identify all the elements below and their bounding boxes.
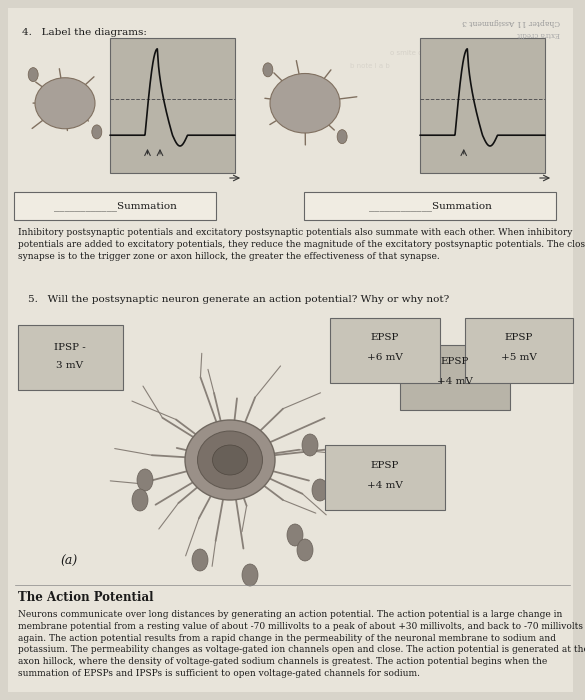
Bar — [400, 345, 510, 410]
Text: ____________Summation: ____________Summation — [54, 201, 177, 211]
Ellipse shape — [312, 479, 328, 501]
Bar — [18, 325, 123, 390]
Ellipse shape — [297, 539, 313, 561]
Text: EPSP: EPSP — [371, 461, 399, 470]
Text: IPSP -: IPSP - — [54, 344, 86, 353]
Text: +5 mV: +5 mV — [501, 354, 537, 363]
Ellipse shape — [132, 489, 148, 511]
Text: ____________Summation: ____________Summation — [369, 201, 491, 211]
Ellipse shape — [137, 469, 153, 491]
Text: +4 mV: +4 mV — [367, 482, 403, 491]
FancyBboxPatch shape — [304, 192, 556, 220]
Text: (a): (a) — [60, 555, 77, 568]
Text: The Action Potential: The Action Potential — [18, 591, 153, 604]
Ellipse shape — [263, 63, 273, 77]
Ellipse shape — [270, 74, 340, 133]
Text: o smite d m: o smite d m — [390, 50, 432, 56]
Bar — [325, 445, 445, 510]
Text: EPSP: EPSP — [505, 333, 533, 342]
Text: Inhibitory postsynaptic potentials and excitatory postsynaptic potentials also s: Inhibitory postsynaptic potentials and e… — [18, 228, 585, 260]
Ellipse shape — [337, 130, 347, 144]
Text: b note l a b: b note l a b — [350, 63, 390, 69]
Text: Neurons communicate over long distances by generating an action potential. The a: Neurons communicate over long distances … — [18, 610, 585, 678]
Bar — [110, 38, 235, 173]
Ellipse shape — [192, 549, 208, 571]
Ellipse shape — [302, 434, 318, 456]
Bar — [330, 318, 440, 383]
Ellipse shape — [185, 420, 275, 500]
Text: 4.   Label the diagrams:: 4. Label the diagrams: — [22, 28, 147, 37]
Bar — [465, 318, 573, 383]
Text: +4 mV: +4 mV — [437, 377, 473, 386]
Ellipse shape — [287, 524, 303, 546]
Ellipse shape — [242, 564, 258, 586]
FancyBboxPatch shape — [14, 192, 216, 220]
Text: Chapter 11 Assignment 3: Chapter 11 Assignment 3 — [462, 18, 560, 26]
Text: 5.   Will the postsynaptic neuron generate an action potential? Why or why not?: 5. Will the postsynaptic neuron generate… — [28, 295, 449, 304]
Text: EPSP: EPSP — [371, 333, 399, 342]
Ellipse shape — [92, 125, 102, 139]
Ellipse shape — [28, 68, 38, 82]
Ellipse shape — [198, 431, 263, 489]
Text: 3 mV: 3 mV — [56, 360, 84, 370]
Text: EPSP: EPSP — [441, 358, 469, 367]
Text: +6 mV: +6 mV — [367, 354, 403, 363]
Ellipse shape — [212, 445, 247, 475]
Bar — [420, 38, 545, 173]
Ellipse shape — [35, 78, 95, 129]
Text: Extra credit: Extra credit — [517, 30, 560, 38]
